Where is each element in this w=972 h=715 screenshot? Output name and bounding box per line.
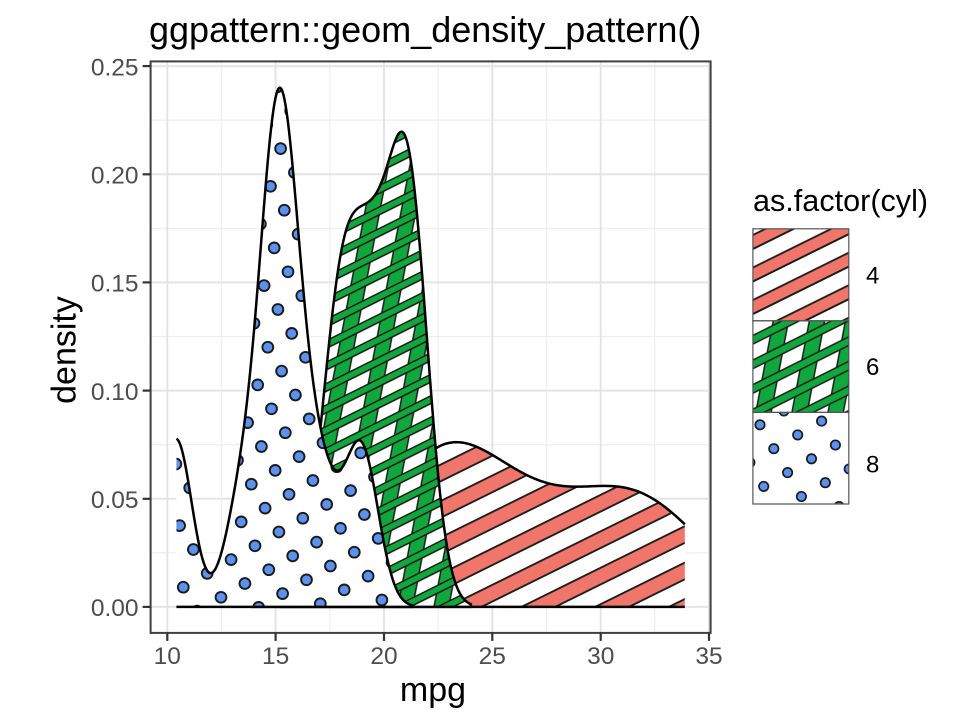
svg-text:as.factor(cyl): as.factor(cyl) (753, 184, 928, 218)
svg-text:mpg: mpg (400, 671, 466, 709)
svg-text:0.20: 0.20 (91, 163, 139, 190)
svg-text:4: 4 (866, 262, 879, 289)
svg-text:density: density (46, 296, 84, 404)
svg-text:0.10: 0.10 (91, 379, 139, 406)
svg-text:0.05: 0.05 (91, 487, 139, 514)
svg-text:10: 10 (154, 643, 181, 670)
svg-text:20: 20 (370, 643, 397, 670)
svg-text:0.25: 0.25 (91, 54, 139, 81)
svg-text:30: 30 (587, 643, 614, 670)
svg-text:25: 25 (479, 643, 506, 670)
svg-text:6: 6 (866, 354, 879, 381)
svg-text:0.15: 0.15 (91, 271, 139, 298)
svg-text:ggpattern::geom_density_patter: ggpattern::geom_density_pattern() (149, 9, 701, 50)
svg-text:0.00: 0.00 (91, 595, 139, 622)
svg-text:35: 35 (695, 643, 722, 670)
svg-text:8: 8 (866, 452, 879, 479)
svg-text:15: 15 (262, 643, 289, 670)
